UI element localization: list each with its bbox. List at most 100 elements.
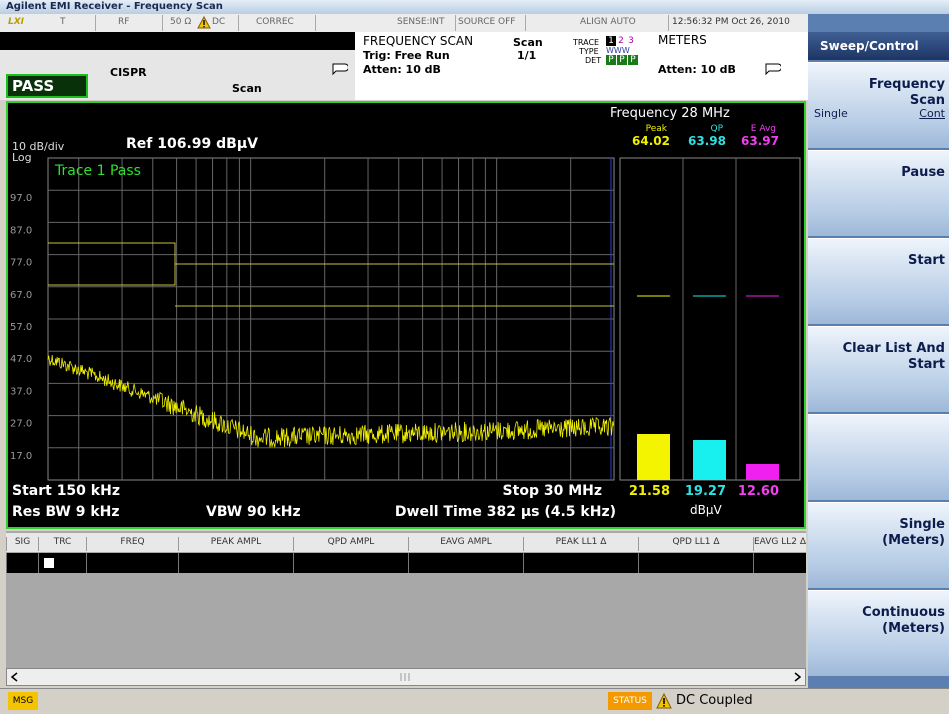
- softkey-label: Continuous (Meters): [862, 605, 945, 636]
- meter-detector: E Avg: [751, 124, 776, 134]
- cell-divider: [6, 553, 7, 573]
- status-button[interactable]: STATUS: [608, 692, 652, 710]
- scrollbar[interactable]: [6, 668, 806, 686]
- align: ALIGN AUTO: [580, 17, 636, 27]
- meters-atten: Atten: 10 dB: [658, 63, 736, 76]
- input: RF: [118, 17, 130, 27]
- column-header: QPD LL1 Δ: [638, 537, 753, 551]
- column-header: QPD AMPL: [293, 537, 408, 551]
- y-label: 17.0: [10, 451, 32, 462]
- scroll-left[interactable]: [9, 671, 21, 683]
- y-label: 87.0: [10, 225, 32, 236]
- column-header: PEAK LL1 Δ: [523, 537, 638, 551]
- cell-divider: [638, 553, 639, 573]
- softkey-label: Frequency Scan: [868, 77, 945, 108]
- types: WWW: [606, 46, 630, 55]
- meter-bar: [746, 464, 779, 480]
- meter-value: 12.60: [738, 484, 779, 499]
- meter-bar: [693, 440, 726, 480]
- meter-detector: QP: [710, 124, 723, 134]
- trigger-mode: Trig: Free Run: [363, 49, 450, 62]
- column-header: TRC: [38, 537, 86, 551]
- atten: Atten: 10 dB: [363, 63, 441, 76]
- lxi: LXI: [8, 17, 25, 27]
- standard: CISPR: [110, 66, 147, 79]
- measurement: FREQUENCY SCAN: [363, 34, 474, 48]
- checkbox[interactable]: [44, 558, 54, 568]
- y-label: 47.0: [10, 354, 32, 365]
- column-header: PEAK AMPL: [178, 537, 293, 551]
- column-header: SIG: [6, 537, 38, 551]
- continue-icon: [765, 63, 781, 76]
- cell-divider: [523, 553, 524, 573]
- graph: 10 dB/div Ref 106.99 dBµV Log 97.0 87.0 77.0 6…: [10, 106, 801, 520]
- status-row: LXI T RF 50 Ω DC CORREC SENSE:INT SOURCE…: [0, 14, 808, 33]
- softkey[interactable]: Frequency Scan Single Cont: [808, 62, 949, 148]
- trace: [47, 354, 614, 448]
- cell-divider: [408, 553, 409, 573]
- softkey-blank: [808, 414, 949, 500]
- y-label: 37.0: [10, 386, 32, 397]
- impedance: 50 Ω: [170, 17, 192, 27]
- separator: [455, 15, 456, 31]
- trigger: T: [60, 17, 66, 27]
- softkey-option: Single: [814, 107, 848, 120]
- softkey-label: Start: [908, 253, 945, 268]
- status-message: DC Coupled: [676, 693, 753, 708]
- table-row: [6, 553, 806, 573]
- trace-status: Trace 1 Pass: [54, 163, 141, 179]
- y-label: 77.0: [10, 258, 32, 269]
- y-label: 67.0: [10, 290, 32, 301]
- y-label: 27.0: [10, 419, 32, 430]
- coupling: DC: [212, 17, 226, 27]
- meter-value: 21.58: [629, 484, 670, 499]
- source: SOURCE OFF: [458, 17, 516, 27]
- continue-icon: [332, 63, 348, 76]
- softkey[interactable]: Single (Meters): [808, 502, 949, 588]
- column-header: FREQ: [86, 537, 178, 551]
- cell-divider: [38, 553, 39, 573]
- scale: 10 dB/div: [12, 140, 65, 153]
- msg-button[interactable]: MSG: [8, 692, 38, 710]
- column-header: EAVG AMPL: [408, 537, 523, 551]
- meters-label: METERS: [658, 33, 707, 47]
- scroll-right[interactable]: [791, 671, 803, 683]
- softkey[interactable]: Start: [808, 238, 949, 324]
- ref-level: Ref 106.99 dBµV: [126, 136, 258, 152]
- separator: [95, 15, 96, 31]
- separator: [238, 15, 239, 31]
- det: P: [617, 55, 627, 65]
- scan-count: 1/1: [517, 49, 537, 62]
- warning-icon: [197, 16, 211, 29]
- softkey[interactable]: Pause: [808, 150, 949, 236]
- y-label: 97.0: [10, 193, 32, 204]
- scroll-grip: [400, 673, 410, 681]
- meter-value: 19.27: [685, 484, 726, 499]
- cell-divider: [86, 553, 87, 573]
- trace-number: 2: [618, 36, 624, 46]
- softkey-label: Single (Meters): [882, 517, 945, 548]
- softkey[interactable]: Continuous (Meters): [808, 590, 949, 676]
- det: P: [606, 55, 616, 65]
- trace-number: 1: [606, 36, 616, 46]
- meter-unit: dBµV: [690, 503, 722, 517]
- y-label: 57.0: [10, 322, 32, 333]
- det: P: [628, 55, 638, 65]
- det-label: DET: [585, 56, 602, 65]
- meter-marker-value: 63.98: [688, 134, 726, 148]
- pass-indicator: PASS: [6, 74, 88, 98]
- res-bw: Res BW 9 kHz: [12, 504, 120, 520]
- separator: [162, 15, 163, 31]
- scan-label: Scan: [513, 36, 543, 49]
- info-center: FREQUENCY SCAN Trig: Free Run Atten: 10 …: [355, 32, 555, 100]
- softkey[interactable]: Clear List And Start: [808, 326, 949, 412]
- sense: SENSE:INT: [397, 17, 445, 27]
- menu-title: Sweep/Control: [808, 32, 949, 60]
- meter-marker-value: 63.97: [741, 134, 779, 148]
- cell-divider: [293, 553, 294, 573]
- column-header: EAVG LL2 Δ: [753, 537, 806, 551]
